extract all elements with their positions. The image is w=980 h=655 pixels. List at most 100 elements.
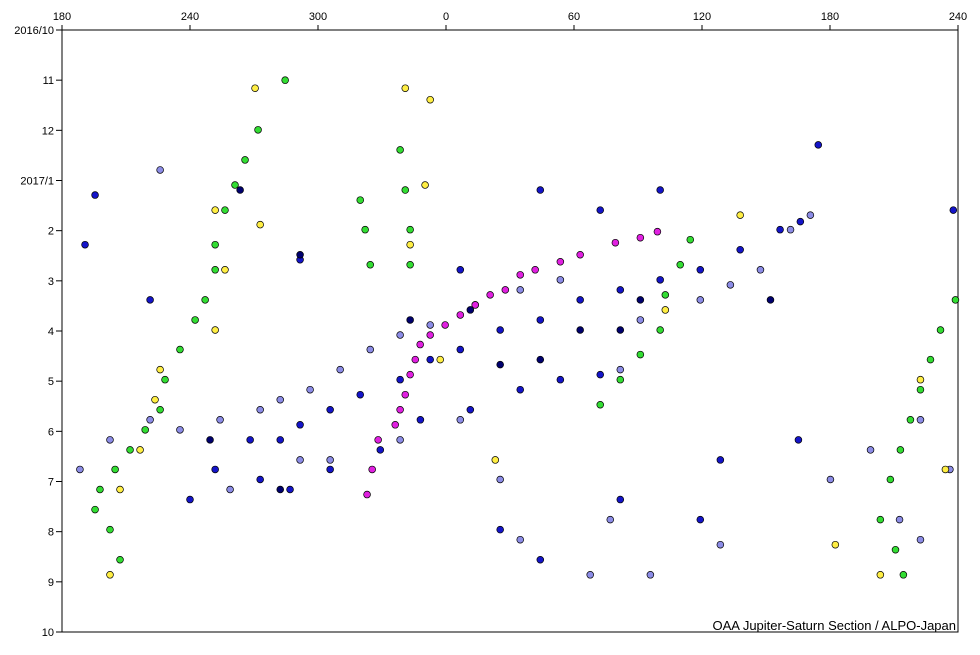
x-tick-label: 180 [53,11,71,23]
point [466,406,475,414]
point [536,556,545,564]
point [141,426,149,434]
point [496,525,504,534]
point [416,340,424,349]
point [636,316,645,324]
point [653,227,662,236]
point [736,211,744,219]
point [374,436,382,444]
point [786,225,795,234]
point [696,266,705,274]
y-tick-label: 12 [42,125,54,137]
point [176,426,184,434]
point [256,220,264,229]
point [636,296,645,304]
point [176,345,184,354]
point [596,400,604,409]
point [256,406,264,414]
point [576,326,584,334]
point [606,515,615,524]
point [296,421,304,429]
point [531,266,539,274]
point [456,345,465,354]
point [916,375,925,384]
point [146,296,154,304]
point [556,375,565,384]
point [156,365,164,374]
point [276,436,284,444]
point [416,416,425,424]
point [211,240,219,249]
point [936,326,945,334]
y-tick-label: 4 [48,326,54,338]
point [916,416,925,424]
point [636,233,645,242]
y-tick-label: 2 [48,226,54,238]
point [926,355,935,364]
plot-area [61,29,959,633]
point [656,276,664,284]
point [471,301,479,309]
point [376,446,385,454]
point [426,321,434,329]
point [814,141,823,149]
point [136,446,144,454]
point [496,326,504,334]
y-tick-label: 10 [42,627,54,639]
point [766,296,775,304]
point [661,291,670,299]
point [716,456,725,464]
point [201,296,209,304]
point [306,385,314,394]
point [516,535,524,544]
point [611,238,620,247]
y-tick-label: 11 [43,75,54,87]
point [406,261,414,269]
point [831,540,840,549]
x-tick-label: 60 [568,11,580,23]
point [406,225,414,234]
x-tick-label: 240 [949,11,967,23]
point [756,266,765,274]
point [361,225,369,234]
point [426,355,434,364]
y-tick-label: 2017/1 [20,176,54,188]
point [656,186,664,194]
point [366,261,375,269]
point [616,286,625,294]
point [661,306,670,314]
point [368,465,376,474]
point [876,571,885,579]
point [356,196,364,204]
point [646,571,655,579]
point [401,390,410,399]
y-tick-label: 7 [48,477,54,489]
point [596,370,604,379]
point [226,485,234,494]
point [586,571,594,579]
point [211,266,219,274]
point [806,211,815,219]
point [556,276,565,284]
point [776,225,784,234]
point [81,240,89,249]
point [536,186,545,194]
credit: OAA Jupiter-Saturn Section / ALPO-Japan [712,618,956,633]
point [941,465,950,474]
point [191,316,199,324]
x-tick-label: 180 [821,11,839,23]
point [686,235,695,244]
point [456,311,465,319]
point [406,316,414,324]
point [156,166,164,174]
point [951,296,960,304]
point [906,416,915,424]
point [401,186,410,194]
point [726,281,735,289]
point [91,191,99,199]
point [636,350,645,359]
point [254,126,262,134]
point [426,95,434,104]
point [231,181,239,189]
point [216,416,224,424]
